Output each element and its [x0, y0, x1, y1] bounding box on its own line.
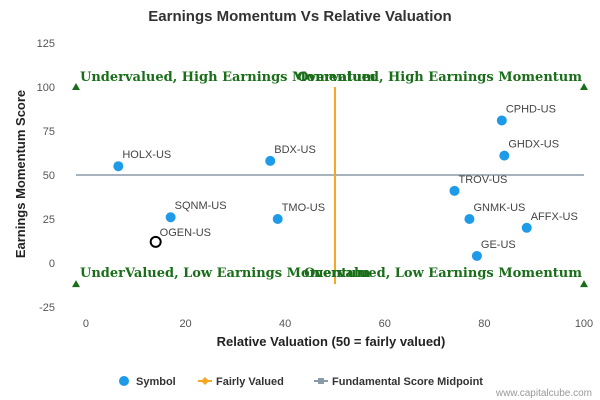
data-point [471, 250, 482, 261]
x-tick-label: 60 [379, 318, 391, 330]
data-point [496, 115, 507, 126]
highlight-point-label: OGEN-US [160, 227, 211, 239]
legend: Symbol Fairly Valued Fundamental Score Mid… [119, 376, 483, 388]
data-point [165, 212, 176, 223]
y-tick-label: 125 [37, 38, 55, 50]
x-tick-label: 40 [279, 318, 291, 330]
data-point-label: GHDX-US [508, 139, 559, 151]
plot-area: -25 0 25 50 75 100 125 0 20 40 60 80 100 Undervalued,… [37, 38, 594, 330]
data-point-label: GE-US [481, 239, 516, 251]
chart-title: Earnings Momentum Vs Relative Valuation [148, 8, 451, 25]
data-point [499, 150, 510, 161]
y-tick-label: 0 [49, 258, 55, 270]
y-axis-title: Earnings Momentum Score [13, 90, 28, 258]
data-point-label: HOLX-US [122, 149, 171, 161]
legend-label: Symbol [136, 376, 176, 388]
legend-midpoint-square [318, 378, 324, 384]
data-point-label: TMO-US [282, 202, 325, 214]
data-point-label: GNMK-US [473, 202, 525, 214]
x-tick-label: 20 [179, 318, 191, 330]
quadrant-label-bottom-right: Overvalued, Low Earnings Momentum [304, 266, 582, 281]
y-tick-label: 25 [43, 214, 55, 226]
x-tick-label: 80 [478, 318, 490, 330]
data-point [265, 155, 276, 166]
x-axis-title: Relative Valuation (50 = fairly valued) [217, 334, 446, 349]
x-tick-label: 0 [83, 318, 89, 330]
data-point [464, 214, 475, 224]
quadrant-label-bottom-left: UnderValued, Low Earnings Momentum [80, 266, 371, 281]
highlight-point [149, 235, 162, 248]
y-tick-label: 50 [43, 170, 55, 182]
quadrant-label-top-right: Overvalued, High Earnings Momentum [297, 70, 582, 85]
quadrant-marker [72, 83, 80, 90]
y-tick-label: 75 [43, 126, 55, 138]
data-point [272, 214, 283, 224]
data-point-label: TROV-US [459, 174, 508, 186]
legend-fairly-valued-diamond [201, 377, 209, 385]
legend-symbol-marker [119, 376, 129, 386]
legend-label: Fundamental Score Midpoint [332, 376, 483, 388]
quadrant-marker [580, 280, 588, 288]
data-point-label: CPHD-US [506, 103, 556, 115]
x-tick-label: 100 [575, 318, 593, 330]
quadrant-marker [580, 83, 588, 90]
credit-text: www.capitalcube.com [495, 388, 592, 399]
quadrant-marker [72, 280, 80, 288]
data-point [449, 185, 460, 196]
quadrant-label-top-left: Undervalued, High Earnings Momentum [80, 70, 376, 85]
legend-label: Fairly Valued [216, 376, 284, 388]
data-point-label: BDX-US [274, 144, 316, 156]
data-point [113, 161, 124, 172]
data-point-label: AFFX-US [531, 211, 578, 223]
data-point [521, 222, 532, 233]
y-tick-label: -25 [39, 302, 55, 314]
data-point-label: SQNM-US [175, 200, 227, 212]
y-tick-label: 100 [37, 82, 55, 94]
